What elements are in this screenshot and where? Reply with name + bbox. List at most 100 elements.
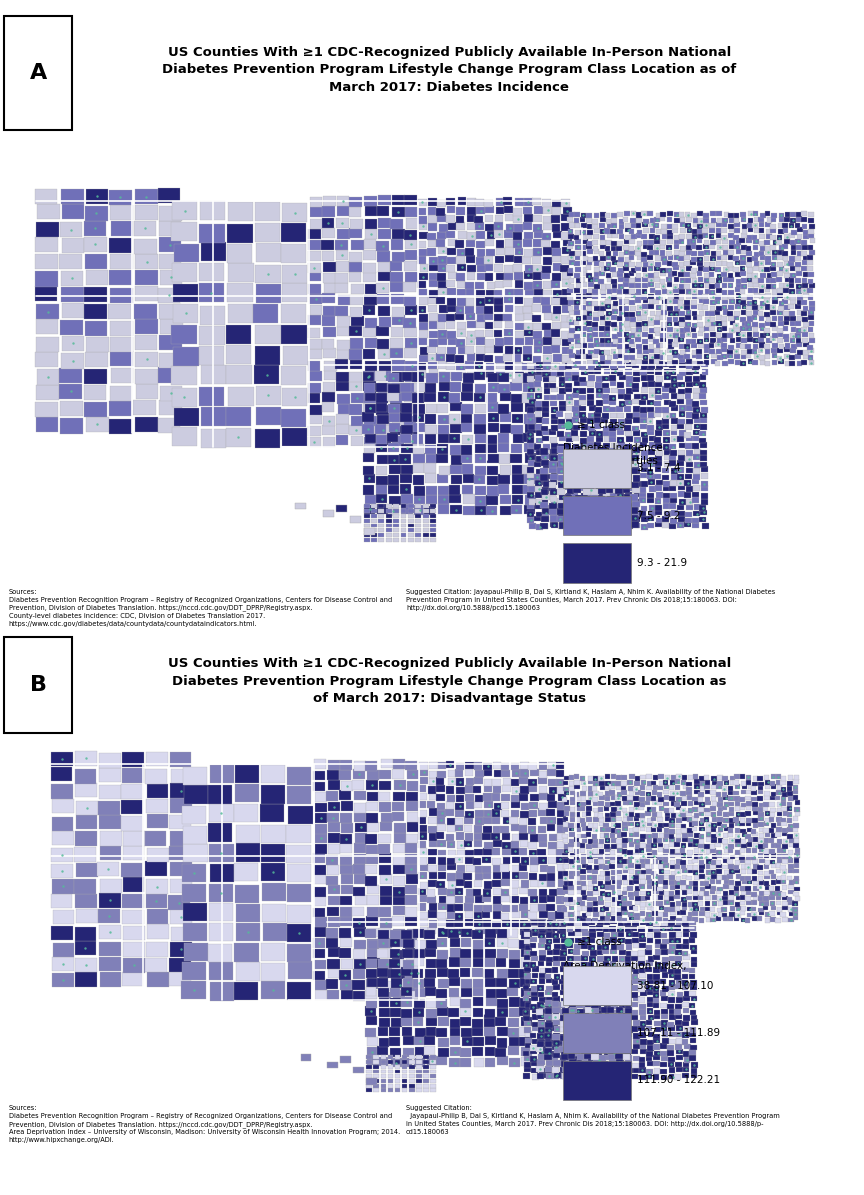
Bar	[552, 980, 558, 985]
Bar	[587, 311, 593, 317]
Bar	[328, 918, 340, 927]
Bar	[605, 338, 611, 343]
Bar	[553, 997, 560, 1001]
Bar	[507, 929, 518, 938]
Bar	[686, 790, 692, 795]
Bar	[416, 514, 422, 517]
Bar	[547, 1072, 553, 1078]
Bar	[634, 839, 639, 844]
Bar	[393, 528, 399, 532]
Bar	[310, 306, 322, 315]
Point	[645, 1007, 658, 1027]
Bar	[566, 1032, 573, 1038]
Bar	[546, 986, 553, 992]
Bar	[716, 850, 721, 854]
Bar	[568, 229, 574, 234]
Bar	[569, 261, 575, 265]
Bar	[700, 847, 705, 853]
Bar	[617, 1074, 624, 1080]
Bar	[797, 317, 803, 321]
Bar	[427, 895, 435, 903]
Bar	[682, 985, 689, 991]
Bar	[602, 1015, 609, 1019]
Bar	[795, 239, 801, 244]
Bar	[134, 304, 156, 319]
Bar	[694, 417, 701, 423]
Bar	[633, 796, 638, 801]
Bar	[417, 362, 427, 370]
Bar	[734, 311, 740, 315]
Bar	[134, 221, 156, 237]
Bar	[664, 802, 669, 807]
Point	[750, 347, 764, 366]
Bar	[438, 929, 446, 936]
Bar	[501, 880, 510, 887]
Point	[759, 292, 773, 311]
Point	[524, 386, 537, 405]
Point	[569, 356, 582, 375]
Bar	[521, 803, 529, 810]
Bar	[789, 842, 794, 847]
Bar	[787, 786, 792, 791]
Bar	[437, 840, 446, 847]
Bar	[683, 1015, 689, 1021]
Point	[619, 243, 633, 262]
Bar	[769, 850, 775, 854]
Point	[755, 277, 769, 296]
Bar	[653, 1013, 660, 1019]
Text: Sources:
Diabetes Prevention Recognition Program – Registry of Recognized Organi: Sources: Diabetes Prevention Recognition…	[9, 1105, 400, 1144]
Bar	[628, 912, 633, 917]
Bar	[606, 262, 611, 266]
Bar	[682, 897, 687, 902]
Bar	[783, 333, 789, 338]
Point	[556, 944, 570, 963]
Point	[352, 913, 365, 932]
Bar	[387, 392, 398, 402]
Point	[550, 1019, 564, 1038]
Bar	[691, 343, 697, 348]
Bar	[598, 801, 604, 807]
Bar	[391, 930, 401, 939]
Bar	[717, 811, 722, 816]
Point	[511, 234, 524, 253]
Bar	[553, 263, 562, 271]
Bar	[136, 351, 158, 367]
Point	[608, 253, 622, 272]
Bar	[711, 785, 717, 790]
Bar	[740, 344, 746, 349]
Bar	[637, 256, 642, 261]
Bar	[640, 902, 645, 907]
Point	[706, 287, 720, 306]
Bar	[353, 969, 365, 979]
Bar	[651, 827, 656, 832]
Point	[623, 831, 637, 850]
Bar	[729, 776, 735, 780]
Point	[364, 399, 378, 418]
Bar	[752, 256, 758, 261]
Bar	[626, 443, 632, 449]
Bar	[546, 1060, 553, 1066]
Bar	[678, 381, 685, 387]
Bar	[784, 305, 790, 310]
Bar	[660, 979, 666, 985]
Point	[792, 277, 806, 296]
Bar	[524, 443, 536, 453]
Point	[788, 778, 802, 797]
Point	[664, 304, 678, 323]
Bar	[636, 262, 642, 266]
Bar	[576, 876, 581, 881]
Bar	[594, 912, 599, 917]
Bar	[785, 343, 791, 349]
Bar	[602, 479, 609, 485]
Bar	[741, 880, 747, 884]
Bar	[581, 822, 587, 827]
Point	[713, 880, 727, 899]
Bar	[771, 880, 776, 884]
Bar	[672, 317, 678, 321]
Bar	[528, 486, 535, 491]
Bar	[390, 1009, 401, 1017]
Bar	[632, 510, 639, 516]
Bar	[403, 939, 414, 948]
Bar	[670, 932, 677, 938]
Bar	[404, 348, 416, 357]
